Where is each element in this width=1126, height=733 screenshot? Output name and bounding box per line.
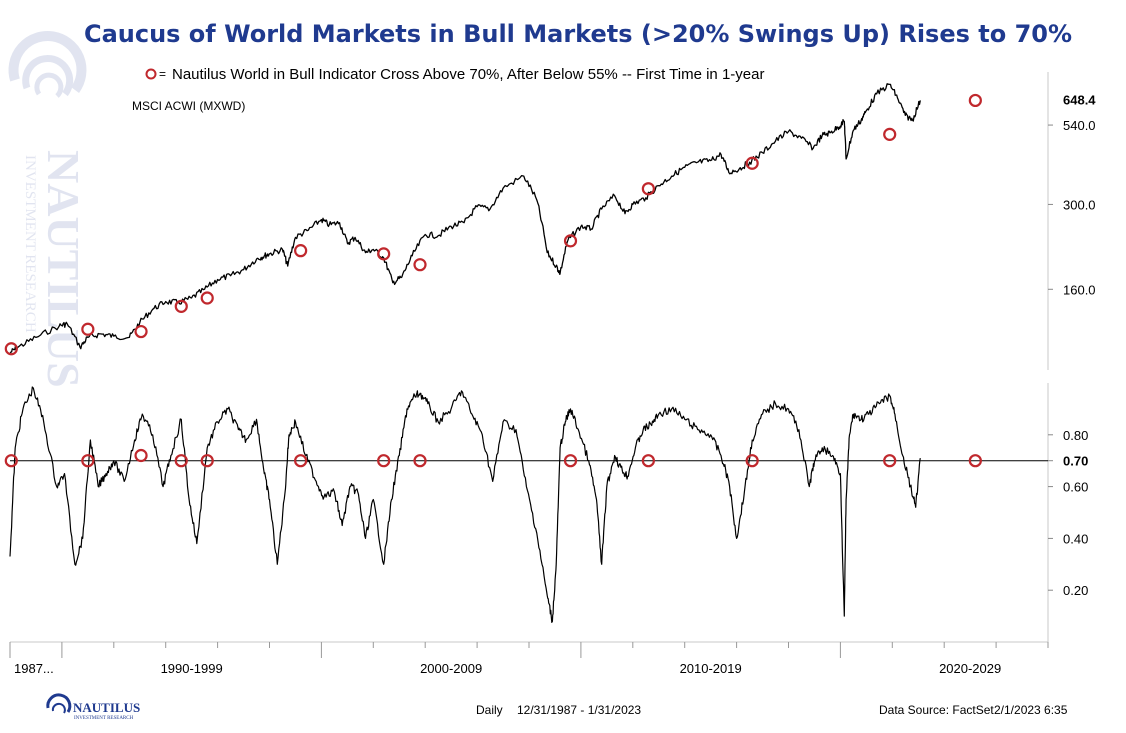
x-axis-label: 2010-2019	[680, 661, 742, 676]
indicator-signal-marker	[745, 454, 759, 468]
footer-range: 12/31/1987 - 1/31/2023	[517, 703, 641, 717]
price-signal-marker	[200, 291, 214, 305]
footer-frequency: Daily	[476, 703, 503, 717]
indicator-panel: 0.20 0.40 0.60 0.70 0.80	[4, 383, 1088, 642]
indicator-signal-marker	[968, 454, 982, 468]
price-signal-marker	[641, 182, 655, 196]
indicator-signal-marker	[200, 454, 214, 468]
price-signal-marker	[134, 324, 148, 339]
indicator-signal-marker	[294, 454, 308, 468]
price-signal-marker	[174, 299, 188, 313]
price-signal-marker	[377, 247, 391, 261]
indicator-y-tick-label: 0.40	[1063, 531, 1088, 546]
price-signal-marker	[294, 244, 308, 258]
indicator-signal-marker	[81, 454, 95, 468]
watermark: NAUTILUS INVESTMENT RESEARCH	[8, 31, 89, 388]
price-signal-marker	[883, 127, 897, 141]
x-axis-label: 1990-1999	[161, 661, 223, 676]
price-signal-marker	[968, 93, 982, 108]
price-y-tick-label: 300.0	[1063, 197, 1096, 212]
legend: = Nautilus World in Bull Indicator Cross…	[145, 66, 764, 83]
price-series-title: MSCI ACWI (MXWD)	[132, 99, 245, 113]
indicator-signal-marker	[883, 454, 897, 468]
price-signal-marker	[81, 322, 95, 336]
indicator-signal-marker	[641, 454, 655, 468]
indicator-signal-marker	[413, 454, 427, 468]
price-signal-marker	[4, 342, 18, 356]
logo-tagline: INVESTMENT RESEARCH	[74, 716, 134, 721]
indicator-y-tick-label: 0.80	[1063, 428, 1088, 443]
indicator-signal-markers	[4, 448, 982, 468]
indicator-y-tick-label: 0.60	[1063, 480, 1088, 495]
watermark-tagline: INVESTMENT RESEARCH	[22, 155, 38, 333]
indicator-series-line	[9, 386, 921, 623]
price-signal-marker	[563, 234, 578, 248]
x-axis-label: 2000-2009	[420, 661, 482, 676]
price-panel: MSCI ACWI (MXWD) 540.0 300.0 160.0 648.4	[4, 72, 1096, 370]
x-axis-ticks	[9, 642, 1049, 658]
indicator-signal-marker	[134, 448, 148, 463]
x-axis-labels: 1987... 1990-1999 2000-2009 2010-2019 2020-2…	[14, 661, 1001, 676]
indicator-y-tick-label: 0.20	[1063, 583, 1088, 598]
footer: NAUTILUS INVESTMENT RESEARCH Daily 12/31…	[46, 693, 1068, 721]
watermark-name: NAUTILUS	[38, 150, 89, 388]
price-signal-markers	[4, 93, 982, 356]
footer-logo: NAUTILUS INVESTMENT RESEARCH	[46, 693, 140, 721]
indicator-signal-marker	[174, 454, 188, 468]
indicator-signal-marker	[377, 454, 391, 468]
watermark-swirl-icon	[8, 31, 87, 98]
price-signal-marker	[413, 258, 427, 272]
indicator-y-tick-label: 0.70	[1063, 454, 1088, 469]
indicator-signal-marker	[4, 454, 18, 468]
x-axis-label: 2020-2029	[939, 661, 1001, 676]
price-y-tick-label: 160.0	[1063, 282, 1096, 297]
legend-marker-icon	[145, 68, 157, 80]
logo-swirl-icon	[46, 693, 72, 714]
x-axis-label: 1987...	[14, 661, 54, 676]
indicator-y-axis: 0.20 0.40 0.60 0.70 0.80	[1048, 428, 1088, 598]
price-y-tick-label: 540.0	[1063, 118, 1096, 133]
indicator-signal-marker	[563, 454, 578, 468]
chart-title: Caucus of World Markets in Bull Markets …	[84, 20, 1072, 48]
price-y-axis: 540.0 300.0 160.0	[1048, 118, 1096, 297]
x-axis: 1987... 1990-1999 2000-2009 2010-2019 2020-2…	[9, 641, 1049, 676]
footer-timestamp: 2/1/2023 6:35	[994, 703, 1068, 717]
price-last-value: 648.4	[1063, 92, 1096, 107]
logo-name: NAUTILUS	[73, 700, 140, 715]
legend-marker-label: =	[159, 67, 166, 81]
price-signal-marker	[745, 156, 759, 170]
footer-source: Data Source: FactSet	[879, 703, 994, 717]
legend-text: Nautilus World in Bull Indicator Cross A…	[172, 66, 764, 83]
price-series-line	[9, 83, 921, 354]
